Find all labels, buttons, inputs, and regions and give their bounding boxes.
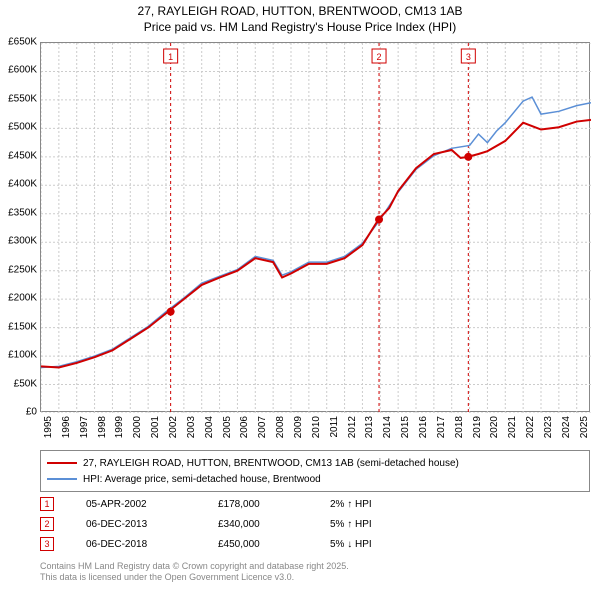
sale-change: 2% ↑ HPI bbox=[330, 499, 430, 510]
y-tick-label: £300K bbox=[8, 236, 37, 247]
x-tick-label: 2023 bbox=[543, 416, 554, 438]
y-tick-label: £250K bbox=[8, 264, 37, 275]
legend-label: HPI: Average price, semi-detached house,… bbox=[83, 474, 321, 485]
x-tick-label: 1995 bbox=[43, 416, 54, 438]
y-tick-label: £200K bbox=[8, 293, 37, 304]
x-tick-label: 2009 bbox=[293, 416, 304, 438]
y-tick-label: £650K bbox=[8, 37, 37, 48]
sale-date: 06-DEC-2013 bbox=[86, 519, 206, 530]
x-tick-label: 2022 bbox=[525, 416, 536, 438]
x-tick-label: 2013 bbox=[364, 416, 375, 438]
sale-change: 5% ↓ HPI bbox=[330, 539, 430, 550]
x-tick-label: 2006 bbox=[239, 416, 250, 438]
x-tick-label: 2007 bbox=[257, 416, 268, 438]
sale-row: 2 06-DEC-2013 £340,000 5% ↑ HPI bbox=[40, 514, 590, 534]
legend: 27, RAYLEIGH ROAD, HUTTON, BRENTWOOD, CM… bbox=[40, 450, 590, 492]
x-tick-label: 1997 bbox=[79, 416, 90, 438]
y-tick-label: £450K bbox=[8, 150, 37, 161]
x-tick-label: 2012 bbox=[347, 416, 358, 438]
footer-line-1: Contains HM Land Registry data © Crown c… bbox=[40, 561, 349, 571]
legend-swatch bbox=[47, 478, 77, 480]
y-tick-label: £600K bbox=[8, 65, 37, 76]
sale-badge: 1 bbox=[40, 497, 54, 511]
x-tick-label: 2014 bbox=[382, 416, 393, 438]
x-tick-label: 2004 bbox=[204, 416, 215, 438]
title-line-1: 27, RAYLEIGH ROAD, HUTTON, BRENTWOOD, CM… bbox=[138, 4, 463, 18]
x-tick-label: 2015 bbox=[400, 416, 411, 438]
sale-badge: 3 bbox=[40, 537, 54, 551]
x-tick-label: 2008 bbox=[275, 416, 286, 438]
x-tick-label: 1998 bbox=[97, 416, 108, 438]
y-tick-label: £150K bbox=[8, 321, 37, 332]
sale-price: £450,000 bbox=[218, 539, 318, 550]
x-tick-label: 2016 bbox=[418, 416, 429, 438]
y-tick-label: £100K bbox=[8, 350, 37, 361]
y-tick-label: £400K bbox=[8, 179, 37, 190]
x-tick-label: 2003 bbox=[186, 416, 197, 438]
y-tick-label: £350K bbox=[8, 207, 37, 218]
sale-date: 05-APR-2002 bbox=[86, 499, 206, 510]
x-tick-label: 2005 bbox=[222, 416, 233, 438]
y-tick-label: £0 bbox=[26, 407, 37, 418]
sale-price: £340,000 bbox=[218, 519, 318, 530]
x-tick-label: 2021 bbox=[507, 416, 518, 438]
chart-area: 123 £0£50K£100K£150K£200K£250K£300K£350K… bbox=[40, 42, 590, 412]
sale-change: 5% ↑ HPI bbox=[330, 519, 430, 530]
y-tick-label: £550K bbox=[8, 93, 37, 104]
sale-row: 1 05-APR-2002 £178,000 2% ↑ HPI bbox=[40, 494, 590, 514]
chart-container: 27, RAYLEIGH ROAD, HUTTON, BRENTWOOD, CM… bbox=[0, 0, 600, 590]
x-tick-label: 2011 bbox=[329, 416, 340, 438]
y-tick-label: £50K bbox=[14, 378, 37, 389]
x-tick-label: 2001 bbox=[150, 416, 161, 438]
x-tick-label: 1999 bbox=[114, 416, 125, 438]
legend-label: 27, RAYLEIGH ROAD, HUTTON, BRENTWOOD, CM… bbox=[83, 458, 459, 469]
svg-text:2: 2 bbox=[377, 52, 382, 62]
sale-row: 3 06-DEC-2018 £450,000 5% ↓ HPI bbox=[40, 534, 590, 554]
legend-item: 27, RAYLEIGH ROAD, HUTTON, BRENTWOOD, CM… bbox=[47, 455, 583, 471]
legend-item: HPI: Average price, semi-detached house,… bbox=[47, 471, 583, 487]
footer-line-2: This data is licensed under the Open Gov… bbox=[40, 572, 294, 582]
x-tick-label: 2017 bbox=[436, 416, 447, 438]
x-tick-label: 2020 bbox=[489, 416, 500, 438]
x-tick-label: 2002 bbox=[168, 416, 179, 438]
sale-date: 06-DEC-2018 bbox=[86, 539, 206, 550]
x-tick-label: 2024 bbox=[561, 416, 572, 438]
footer-attribution: Contains HM Land Registry data © Crown c… bbox=[40, 561, 349, 584]
plot-area: 1 2 3 bbox=[40, 42, 590, 412]
sale-badge: 2 bbox=[40, 517, 54, 531]
sale-price: £178,000 bbox=[218, 499, 318, 510]
legend-swatch bbox=[47, 462, 77, 464]
plot-svg: 1 2 3 bbox=[41, 43, 591, 413]
x-tick-label: 2010 bbox=[311, 416, 322, 438]
x-tick-label: 2018 bbox=[454, 416, 465, 438]
title-line-2: Price paid vs. HM Land Registry's House … bbox=[144, 20, 456, 34]
x-tick-label: 2000 bbox=[132, 416, 143, 438]
svg-text:3: 3 bbox=[466, 52, 471, 62]
y-tick-label: £500K bbox=[8, 122, 37, 133]
x-tick-label: 2019 bbox=[472, 416, 483, 438]
x-tick-label: 2025 bbox=[579, 416, 590, 438]
svg-text:1: 1 bbox=[168, 52, 173, 62]
chart-title: 27, RAYLEIGH ROAD, HUTTON, BRENTWOOD, CM… bbox=[0, 0, 600, 35]
x-tick-label: 1996 bbox=[61, 416, 72, 438]
sales-table: 1 05-APR-2002 £178,000 2% ↑ HPI 2 06-DEC… bbox=[40, 494, 590, 554]
